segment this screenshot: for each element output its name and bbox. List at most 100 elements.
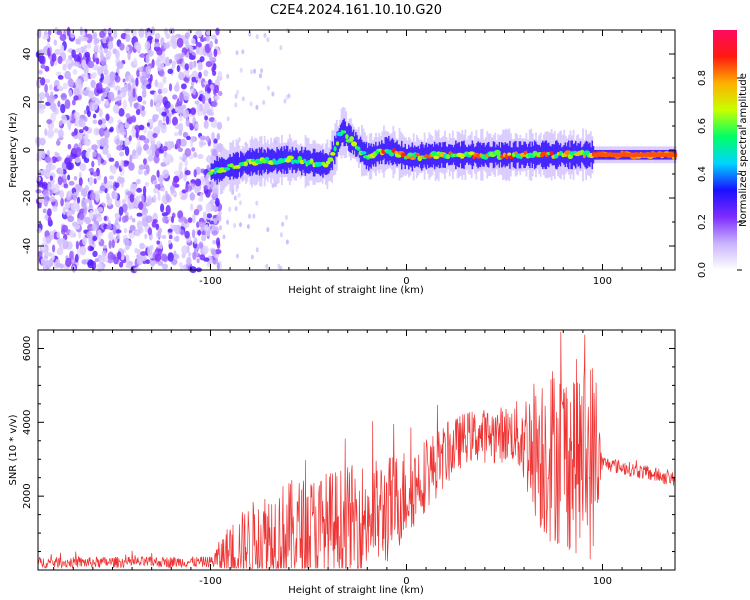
ridge-core xyxy=(633,152,636,157)
noise-speckle xyxy=(117,90,121,95)
noise-speckle xyxy=(97,66,103,76)
noise-speckle xyxy=(184,63,189,71)
noise-speckle xyxy=(38,194,45,203)
noise-speckle xyxy=(149,74,153,82)
noise-speckle xyxy=(125,46,130,52)
noise-speckle xyxy=(121,203,128,213)
noise-speckle xyxy=(47,47,51,57)
noise-speckle xyxy=(198,221,205,228)
noise-speckle xyxy=(72,221,79,227)
noise-speckle xyxy=(184,32,190,39)
noise-speckle xyxy=(208,51,213,60)
noise-speckle xyxy=(60,197,64,207)
noise-speckle xyxy=(129,224,136,232)
noise-speckle xyxy=(101,118,107,125)
noise-speckle xyxy=(209,40,213,49)
noise-speckle xyxy=(110,165,117,174)
noise-speckle xyxy=(83,109,88,115)
noise-speckle xyxy=(143,158,147,165)
noise-speckle xyxy=(53,128,59,134)
noise-speckle xyxy=(86,231,93,239)
noise-speckle xyxy=(55,182,60,192)
noise-speckle xyxy=(115,138,120,146)
ridge-core xyxy=(655,152,658,157)
noise-speckle xyxy=(193,237,198,245)
noise-speckle xyxy=(140,255,147,261)
noise-speckle xyxy=(205,189,211,198)
noise-speckle xyxy=(49,196,56,203)
noise-speckle xyxy=(130,128,137,135)
noise-speckle xyxy=(59,189,64,199)
noise-speckle xyxy=(124,160,130,165)
noise-speckle xyxy=(283,98,287,104)
noise-speckle xyxy=(122,99,127,110)
noise-speckle xyxy=(47,30,52,36)
snr-marks xyxy=(37,331,676,570)
ridge-core xyxy=(612,152,615,157)
noise-speckle xyxy=(211,248,217,256)
noise-speckle xyxy=(124,193,129,202)
y-tick-label: 2000 xyxy=(22,483,33,508)
noise-speckle xyxy=(156,240,160,245)
noise-speckle xyxy=(255,247,259,253)
noise-speckle xyxy=(137,146,142,156)
noise-speckle xyxy=(44,65,50,72)
noise-speckle xyxy=(143,203,147,213)
noise-speckle xyxy=(109,175,115,180)
ridge-core xyxy=(400,152,406,158)
figure-title: C2E4.2024.161.10.10.G20 xyxy=(270,3,442,18)
noise-speckle xyxy=(156,47,163,56)
ridge-core xyxy=(409,156,416,160)
noise-speckle xyxy=(128,135,132,142)
noise-speckle xyxy=(39,137,46,146)
noise-speckle xyxy=(197,229,202,236)
noise-speckle xyxy=(91,144,98,151)
noise-speckle xyxy=(129,154,133,164)
noise-speckle xyxy=(106,180,113,186)
y-tick-label: 20 xyxy=(22,96,33,109)
ridge-core xyxy=(616,152,619,157)
noise-speckle xyxy=(146,148,153,155)
noise-speckle xyxy=(81,59,87,69)
noise-speckle xyxy=(191,76,196,83)
ridge-core xyxy=(598,152,601,157)
noise-speckle xyxy=(193,209,200,216)
noise-speckle xyxy=(107,251,115,261)
noise-speckle xyxy=(138,169,143,175)
noise-speckle xyxy=(119,261,124,268)
noise-speckle xyxy=(239,67,243,73)
noise-speckle xyxy=(260,68,264,74)
noise-speckle xyxy=(285,239,289,245)
noise-speckle xyxy=(279,45,283,51)
noise-speckle xyxy=(184,218,188,224)
noise-speckle xyxy=(161,235,167,239)
noise-speckle xyxy=(68,190,72,197)
ridge-core xyxy=(345,134,349,140)
ridge-core xyxy=(342,130,347,134)
noise-speckle xyxy=(71,113,75,124)
noise-speckle xyxy=(103,68,109,76)
noise-speckle xyxy=(45,235,52,244)
noise-speckle xyxy=(234,206,238,212)
noise-speckle xyxy=(181,189,187,194)
noise-speckle xyxy=(153,194,157,203)
noise-speckle xyxy=(47,216,52,225)
noise-speckle xyxy=(93,44,101,53)
noise-speckle xyxy=(195,42,202,48)
noise-speckle xyxy=(67,215,75,223)
noise-speckle xyxy=(201,95,206,105)
noise-speckle xyxy=(189,203,194,211)
noise-speckle xyxy=(50,112,56,123)
noise-speckle xyxy=(62,174,67,180)
noise-speckle xyxy=(255,200,259,206)
noise-speckle xyxy=(151,148,156,157)
noise-speckle xyxy=(234,93,238,99)
ridge-band xyxy=(378,141,381,165)
ridge-core xyxy=(303,158,307,163)
noise-speckle xyxy=(98,119,103,126)
ridge-core xyxy=(653,152,656,157)
noise-speckle xyxy=(124,138,129,148)
ridge-core xyxy=(356,146,361,151)
noise-speckle xyxy=(79,26,83,36)
